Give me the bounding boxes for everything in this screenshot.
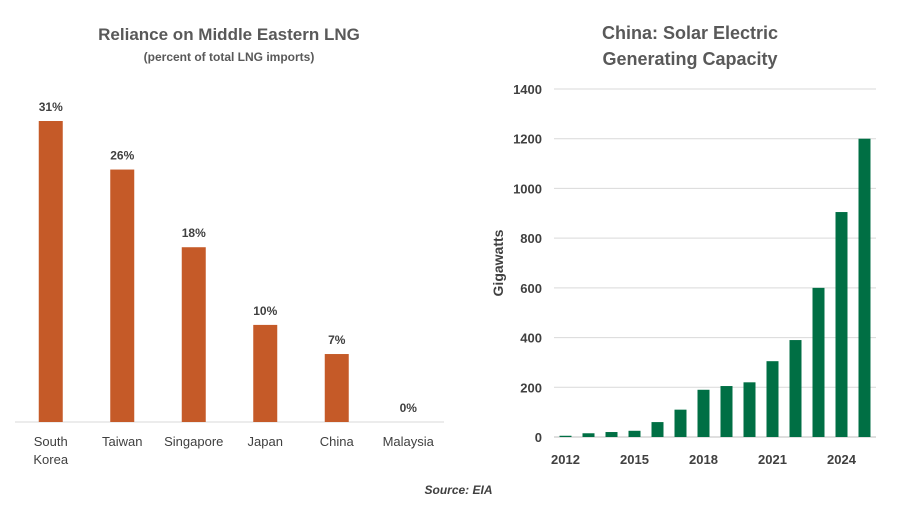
bar <box>812 287 825 437</box>
bar <box>110 169 135 422</box>
x-tick-label: 2021 <box>758 452 787 467</box>
y-tick-label: 1000 <box>513 181 542 196</box>
x-tick-label: 2024 <box>827 452 857 467</box>
y-tick-label: 600 <box>520 281 542 296</box>
data-label: 10% <box>253 304 277 318</box>
bar <box>789 340 802 437</box>
chart-title: Reliance on Middle Eastern LNG <box>98 25 360 44</box>
y-tick-label: 200 <box>520 380 542 395</box>
data-label: 18% <box>182 226 206 240</box>
solar-capacity-chart: China: Solar Electric Generating Capacity… <box>490 23 876 467</box>
bar <box>253 324 278 422</box>
bar <box>720 386 733 437</box>
bar <box>743 382 756 437</box>
data-label: 31% <box>39 100 63 114</box>
chart-subtitle: (percent of total LNG imports) <box>144 50 315 64</box>
bar <box>651 422 664 437</box>
bar <box>858 138 871 437</box>
chart-title: China: Solar Electric <box>602 23 778 43</box>
y-tick-label: 0 <box>535 430 542 445</box>
x-tick-label: Malaysia <box>383 434 435 449</box>
source-note: Source: EIA <box>424 483 493 497</box>
y-tick-label: 800 <box>520 231 542 246</box>
bar <box>324 354 349 422</box>
data-label: 26% <box>110 149 134 163</box>
x-tick-label: China <box>320 434 355 449</box>
bar <box>835 212 848 437</box>
bar <box>674 409 687 437</box>
y-tick-label: 400 <box>520 331 542 346</box>
bar <box>628 430 641 437</box>
chart-title: Generating Capacity <box>602 49 777 69</box>
x-tick-label: South <box>34 434 68 449</box>
y-tick-label: 1400 <box>513 82 542 97</box>
bar <box>697 389 710 437</box>
x-tick-label: 2018 <box>689 452 718 467</box>
y-axis-label: Gigawatts <box>490 229 506 296</box>
bar <box>38 121 63 422</box>
data-label: 0% <box>400 401 418 415</box>
bar <box>582 433 595 437</box>
x-tick-label: Korea <box>33 452 68 467</box>
bar <box>559 435 572 437</box>
lng-reliance-chart: Reliance on Middle Eastern LNG (percent o… <box>15 25 444 467</box>
data-label: 7% <box>328 333 346 347</box>
x-tick-label: Taiwan <box>102 434 142 449</box>
x-tick-label: Japan <box>248 434 283 449</box>
x-tick-label: Singapore <box>164 434 223 449</box>
y-tick-label: 1200 <box>513 132 542 147</box>
bar <box>605 432 618 437</box>
bar <box>181 247 206 422</box>
x-tick-label: 2015 <box>620 452 649 467</box>
x-tick-label: 2012 <box>551 452 580 467</box>
bar <box>766 361 779 437</box>
